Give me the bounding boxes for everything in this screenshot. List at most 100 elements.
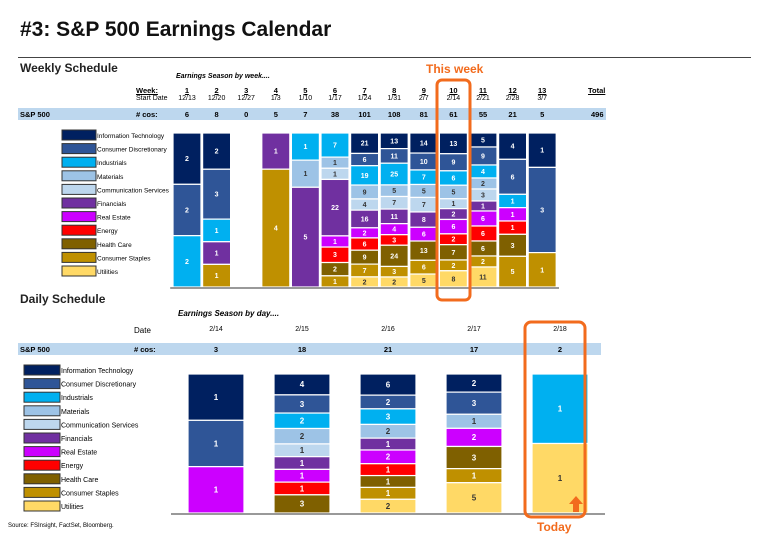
- week-start-date: 1/3: [270, 95, 281, 102]
- daily-heading: Daily Schedule: [20, 292, 106, 306]
- segment-label: 6: [422, 265, 426, 272]
- segment-label: 4: [511, 144, 515, 151]
- week-start-date: 2/21: [476, 95, 490, 102]
- legend-label: Energy: [61, 463, 84, 470]
- day-total: 3: [213, 345, 219, 354]
- legend-label: Materials: [61, 409, 90, 416]
- segment-label: 2: [481, 259, 485, 266]
- week-total: 38: [330, 110, 340, 119]
- legend-label: Real Estate: [97, 215, 131, 222]
- segment-label: 1: [540, 267, 544, 274]
- bar-segment-financials: [320, 178, 350, 237]
- weekly-cos-label: # cos:: [136, 110, 158, 119]
- segment-label: 4: [363, 202, 367, 209]
- legend-label: Energy: [97, 228, 118, 235]
- week-number: 2: [214, 86, 219, 95]
- segment-label: 13: [420, 248, 428, 255]
- segment-label: 2: [472, 433, 477, 442]
- segment-label: 1: [215, 251, 219, 258]
- segment-label: 7: [451, 250, 455, 257]
- week-number: 3: [244, 86, 249, 95]
- legend-label: Information Technology: [61, 368, 134, 375]
- segment-label: 1: [511, 212, 515, 219]
- week-number: 8: [392, 86, 397, 95]
- bar-segment-consumer-discretionary: [498, 158, 528, 195]
- week-total: 101: [358, 110, 371, 119]
- bar-segment-consumer-staples: [498, 255, 528, 288]
- day-date: 2/16: [381, 326, 395, 333]
- today-annotation: Today: [537, 520, 572, 534]
- title-divider: [18, 57, 751, 58]
- weekly-heading: Weekly Schedule: [20, 61, 118, 75]
- segment-label: 5: [422, 188, 426, 195]
- legend-swatch: [61, 238, 97, 250]
- segment-label: 1: [333, 171, 337, 178]
- segment-label: 7: [363, 268, 367, 275]
- week-start-date: 1/31: [387, 95, 401, 102]
- segment-label: 1: [333, 239, 337, 246]
- legend-swatch: [23, 486, 61, 498]
- weekly-subtitle: Earnings Season by week....: [176, 73, 270, 80]
- segment-label: 1: [451, 201, 455, 208]
- segment-label: 11: [390, 214, 398, 221]
- segment-label: 1: [214, 393, 219, 402]
- week-total: 0: [244, 110, 249, 119]
- week-total: 21: [508, 110, 517, 119]
- segment-label: 11: [479, 274, 487, 281]
- week-total: 81: [419, 110, 428, 119]
- week-start-date: 1/17: [328, 95, 342, 102]
- segment-label: 21: [361, 141, 369, 148]
- day-date: 2/17: [467, 326, 481, 333]
- week-start-date: 3/7: [537, 95, 548, 102]
- segment-label: 1: [472, 417, 477, 426]
- bar-segment-financials: [261, 132, 291, 170]
- segment-label: 1: [472, 471, 477, 480]
- week-total: 55: [478, 110, 488, 119]
- segment-label: 6: [386, 380, 391, 389]
- segment-label: 6: [481, 231, 485, 238]
- segment-label: 9: [363, 189, 367, 196]
- day-total: 2: [557, 345, 563, 354]
- this-week-highlight: [435, 78, 472, 302]
- this-week-annotation: This week: [426, 62, 484, 76]
- segment-label: 22: [331, 205, 339, 212]
- day-date: 2/18: [553, 326, 567, 333]
- segment-label: 1: [215, 228, 219, 235]
- segment-label: 13: [390, 138, 398, 145]
- segment-label: 1: [558, 474, 563, 483]
- legend-swatch: [23, 473, 61, 485]
- segment-label: 6: [422, 232, 426, 239]
- segment-label: 1: [386, 465, 391, 474]
- legend-label: Information Technology: [97, 133, 165, 140]
- segment-label: 1: [303, 171, 307, 178]
- week-number: 6: [332, 86, 338, 95]
- segment-label: 2: [451, 237, 455, 244]
- week-total: 8: [214, 110, 219, 119]
- week-number: 5: [303, 86, 308, 95]
- legend-label: Financials: [61, 436, 93, 443]
- legend-swatch: [61, 170, 97, 182]
- legend-swatch: [61, 251, 97, 263]
- bar-segment-consumer-staples: [527, 252, 557, 288]
- segment-label: 9: [481, 153, 485, 160]
- segment-label: 19: [361, 173, 369, 180]
- segment-label: 7: [392, 200, 396, 207]
- week-start-date: 2/14: [446, 95, 461, 102]
- bar-segment-information-technology: [187, 373, 245, 421]
- segment-label: 1: [300, 484, 305, 493]
- segment-label: 11: [390, 153, 398, 160]
- segment-label: 3: [215, 192, 219, 199]
- day-total: 17: [469, 345, 479, 354]
- week-total: 5: [540, 110, 545, 119]
- segment-label: 5: [481, 137, 485, 144]
- day-total: 18: [297, 345, 307, 354]
- segment-label: 4: [481, 169, 485, 176]
- segment-label: 1: [300, 472, 305, 481]
- segment-label: 7: [333, 143, 337, 150]
- segment-label: 1: [214, 439, 219, 448]
- segment-label: 1: [274, 149, 278, 156]
- segment-label: 24: [390, 253, 398, 260]
- segment-label: 2: [363, 279, 367, 286]
- segment-label: 2: [300, 417, 305, 426]
- week-number: 4: [273, 86, 278, 95]
